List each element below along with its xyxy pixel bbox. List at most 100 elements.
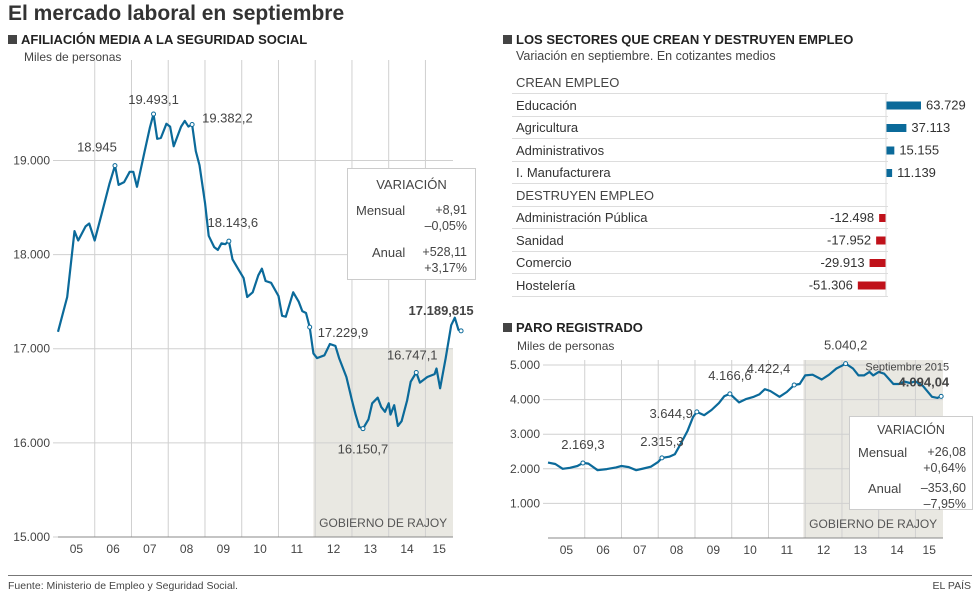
footer-divider: [8, 575, 972, 576]
sector-name: Administración Pública: [516, 206, 648, 230]
data-point: [581, 461, 585, 465]
y-tick-label: 16.000: [13, 436, 50, 450]
x-tick-label: 05: [560, 543, 574, 557]
brand-logo: EL PAÍS: [932, 580, 971, 592]
variation-monthly-pct: +0,64%: [923, 461, 966, 475]
y-tick-label: 1.000: [510, 496, 540, 510]
shaded-region-label: GOBIERNO DE RAJOY: [809, 517, 937, 531]
y-tick-label: 5.000: [510, 358, 540, 372]
sector-name: Sanidad: [516, 229, 564, 253]
bar-value: 63.729: [926, 98, 966, 113]
variation-monthly-abs: +26,08: [927, 445, 966, 459]
x-tick-label: 07: [633, 543, 647, 557]
y-tick-label: 3.000: [510, 427, 540, 441]
bar-value: 37.113: [911, 120, 950, 135]
sector-name: Hostelería: [516, 274, 575, 298]
data-label: 4.166,6: [708, 368, 751, 383]
bar-value: -51.306: [809, 278, 853, 293]
data-point: [792, 383, 796, 387]
x-tick-label: 13: [854, 543, 868, 557]
y-tick-label: 4.000: [510, 393, 540, 407]
variation-annual-label: Anual: [372, 245, 405, 260]
data-label: 16.150,7: [338, 442, 389, 457]
y-tick-label: 19.000: [13, 153, 50, 167]
x-tick-label: 11: [781, 543, 794, 557]
data-point: [308, 325, 312, 329]
shaded-region-label: GOBIERNO DE RAJOY: [319, 516, 447, 530]
data-label: 18.945: [77, 140, 117, 155]
data-label: 19.382,2: [202, 110, 253, 125]
paro-variation-box: VARIACIÓN Mensual +26,08 +0,64% Anual –3…: [849, 416, 973, 510]
sectores-title-text: LOS SECTORES QUE CREAN Y DESTRUYEN EMPLE…: [516, 32, 853, 47]
data-point: [939, 394, 943, 398]
bar-negative: [870, 259, 886, 267]
x-tick-label: 12: [817, 543, 831, 557]
variation-annual-pct: +3,17%: [424, 261, 467, 275]
data-point: [113, 164, 117, 168]
x-tick-label: 14: [400, 542, 414, 556]
data-point: [227, 239, 231, 243]
data-point: [190, 122, 194, 126]
sector-name: Comercio: [516, 251, 572, 275]
data-label: 18.143,6: [208, 215, 259, 230]
source-note: Fuente: Ministerio de Empleo y Seguridad…: [8, 580, 238, 592]
paro-title-text: PARO REGISTRADO: [516, 320, 643, 335]
x-tick-label: 12: [327, 542, 341, 556]
bar-positive: [886, 124, 906, 132]
variation-title: VARIACIÓN: [850, 423, 972, 437]
group-header-label: CREAN EMPLEO: [516, 71, 619, 95]
variation-title: VARIACIÓN: [348, 177, 475, 192]
bar-positive: [886, 147, 894, 155]
y-tick-label: 17.000: [13, 342, 50, 356]
data-label: 4.094,04: [899, 374, 950, 389]
bar-value: -29.913: [820, 255, 864, 270]
bar-value: -17.952: [827, 233, 871, 248]
x-tick-label: 09: [707, 543, 721, 557]
data-label: 17.189,815: [409, 303, 474, 318]
variation-annual-label: Anual: [868, 481, 901, 496]
variation-monthly-abs: +8,91: [435, 203, 467, 217]
data-point: [660, 456, 664, 460]
variation-annual-pct: –7,95%: [924, 497, 966, 511]
data-label: 16.747,1: [387, 348, 438, 363]
x-tick-label: 13: [364, 542, 378, 556]
sector-name: Agricultura: [516, 116, 578, 140]
variation-monthly-pct: –0,05%: [425, 219, 467, 233]
data-point: [459, 329, 463, 333]
y-tick-label: 15.000: [13, 530, 50, 544]
data-point: [695, 410, 699, 414]
y-tick-label: 2.000: [510, 462, 540, 476]
bar-negative: [879, 214, 886, 222]
y-tick-label: 18.000: [13, 248, 50, 262]
x-tick-label: 14: [890, 543, 904, 557]
sectores-subtitle: Variación en septiembre. En cotizantes m…: [516, 49, 776, 63]
x-tick-label: 07: [143, 542, 157, 556]
x-tick-label: 15: [923, 543, 937, 557]
x-tick-label: 10: [253, 542, 267, 556]
x-tick-label: 06: [106, 542, 120, 556]
variation-monthly-label: Mensual: [356, 203, 405, 218]
x-tick-label: 11: [291, 542, 304, 556]
data-label: 17.229,9: [318, 325, 369, 340]
data-caption: Septiembre 2015: [865, 361, 949, 373]
data-point: [844, 362, 848, 366]
bar-positive: [886, 102, 921, 110]
data-point: [361, 427, 365, 431]
data-point: [152, 112, 156, 116]
x-tick-label: 10: [743, 543, 757, 557]
bar-negative: [876, 237, 886, 245]
bar-value: 15.155: [899, 143, 939, 158]
sector-name: Educación: [516, 94, 577, 118]
data-label: 4.422,4: [747, 361, 790, 376]
afiliacion-chart: 15.00016.00017.00018.00019.0000506070809…: [0, 0, 490, 570]
bar-positive: [886, 169, 892, 177]
sectores-bars: 63.72937.11315.15511.139-12.498-17.952-2…: [780, 71, 980, 297]
x-tick-label: 09: [217, 542, 231, 556]
x-tick-label: 08: [670, 543, 684, 557]
bar-negative: [858, 282, 886, 290]
sectores-title: LOS SECTORES QUE CREAN Y DESTRUYEN EMPLE…: [503, 32, 853, 47]
afiliacion-variation-box: VARIACIÓN Mensual +8,91 –0,05% Anual +52…: [347, 168, 476, 280]
bar-value: 11.139: [897, 165, 936, 180]
sector-name: I. Manufacturera: [516, 161, 611, 185]
infographic: { "title": "El mercado laboral en septie…: [0, 0, 980, 600]
